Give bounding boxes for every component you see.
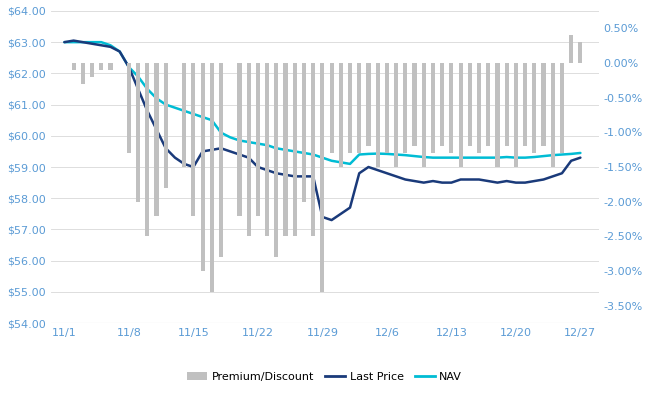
Bar [237, 63, 242, 216]
Bar [320, 63, 324, 292]
Bar [127, 63, 131, 153]
Bar [246, 63, 251, 236]
Bar [164, 63, 168, 188]
Bar [449, 63, 454, 153]
Bar [413, 63, 417, 146]
Bar [283, 63, 287, 236]
Bar [569, 35, 573, 63]
Bar [292, 63, 297, 236]
Bar [339, 63, 343, 167]
Bar [458, 63, 463, 167]
Bar [191, 63, 196, 216]
Bar [486, 63, 490, 146]
Bar [311, 63, 315, 236]
Bar [541, 63, 545, 146]
Bar [330, 63, 333, 153]
Bar [265, 63, 269, 236]
Bar [468, 63, 472, 146]
Bar [523, 63, 527, 146]
Bar [302, 63, 306, 202]
Bar [155, 63, 159, 216]
Bar [532, 63, 536, 153]
Bar [440, 63, 444, 146]
Bar [109, 63, 112, 70]
Bar [376, 63, 380, 167]
Bar [560, 63, 564, 153]
Bar [145, 63, 150, 236]
Bar [495, 63, 500, 167]
Bar [219, 63, 223, 257]
Bar [72, 63, 75, 70]
Bar [99, 63, 103, 70]
Bar [348, 63, 352, 153]
Bar [81, 63, 85, 84]
Bar [367, 63, 370, 146]
Bar [431, 63, 435, 153]
Bar [551, 63, 555, 167]
Bar [357, 63, 361, 153]
Bar [90, 63, 94, 77]
Bar [182, 63, 187, 167]
Bar [422, 63, 426, 167]
Bar [394, 63, 398, 167]
Bar [477, 63, 481, 153]
Bar [385, 63, 389, 153]
Bar [256, 63, 260, 216]
Bar [274, 63, 278, 257]
Bar [504, 63, 509, 146]
Bar [210, 63, 214, 292]
Bar [514, 63, 518, 167]
Bar [136, 63, 140, 202]
Bar [200, 63, 205, 271]
Bar [403, 63, 408, 153]
Bar [578, 42, 582, 63]
Legend: Premium/Discount, Last Price, NAV: Premium/Discount, Last Price, NAV [183, 367, 467, 386]
